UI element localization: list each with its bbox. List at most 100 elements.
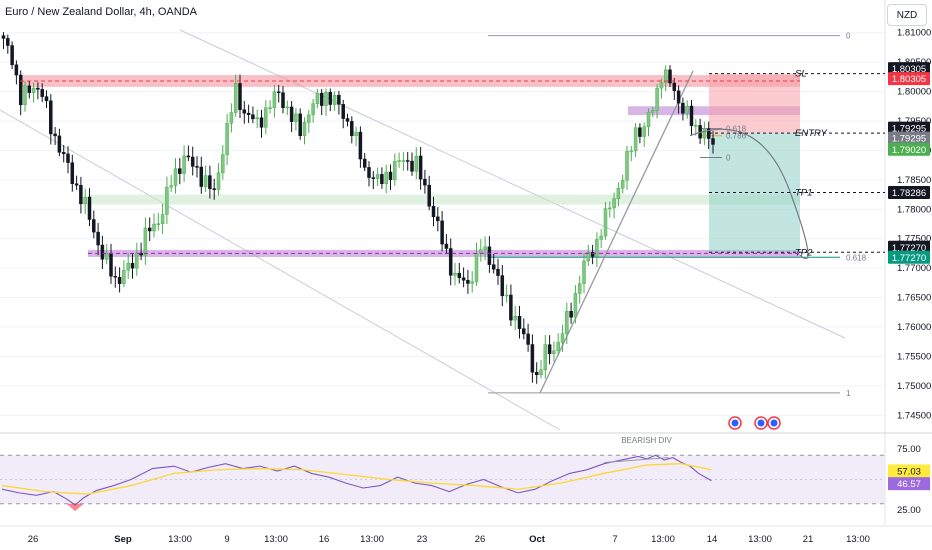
tp1-zone xyxy=(88,194,800,205)
candle xyxy=(539,360,543,379)
candle-body xyxy=(156,223,161,225)
candle xyxy=(14,60,19,85)
candle xyxy=(152,213,156,238)
candle xyxy=(487,236,492,273)
candle xyxy=(444,234,449,255)
candle xyxy=(474,242,479,286)
price-tag-text: 1.78286 xyxy=(892,188,926,199)
candle-body xyxy=(380,174,384,184)
candle xyxy=(259,109,264,138)
candle-body xyxy=(289,106,294,122)
candle-body xyxy=(160,214,165,224)
currency-button[interactable]: NZD xyxy=(887,4,927,26)
price-tag-bg xyxy=(888,250,930,264)
candle xyxy=(92,210,96,239)
candle-body xyxy=(612,198,616,209)
candle-body xyxy=(629,150,634,153)
candle xyxy=(49,94,53,145)
candle xyxy=(208,165,212,199)
candle xyxy=(620,174,625,194)
candle-body xyxy=(444,243,449,249)
candle-body xyxy=(311,103,315,116)
candle-body xyxy=(169,185,173,188)
candle xyxy=(195,156,199,178)
candle-body xyxy=(143,227,148,256)
candle-body xyxy=(117,276,122,284)
event-icon-dot xyxy=(731,419,739,427)
candle xyxy=(147,217,152,242)
candle-body xyxy=(470,281,474,284)
fib-label: 0.786 xyxy=(726,132,747,141)
candle-body xyxy=(681,102,685,114)
x-tick-label: 26 xyxy=(475,534,486,545)
candle xyxy=(341,99,345,129)
divergence-label: BEARISH DIV xyxy=(621,436,672,445)
rsi-value-tag: 46.57 xyxy=(888,477,930,491)
candle xyxy=(448,238,453,286)
candle-body xyxy=(233,83,238,113)
candle xyxy=(504,284,509,303)
candle-body xyxy=(410,160,414,172)
candle-body xyxy=(457,272,462,279)
candle-body xyxy=(560,333,565,343)
x-tick-label: 13:00 xyxy=(168,534,192,545)
candle-body xyxy=(384,171,388,184)
demand-zone xyxy=(88,249,800,257)
candle xyxy=(1,32,6,49)
candle-body xyxy=(590,252,595,257)
candle-body xyxy=(319,92,324,106)
candle-body xyxy=(530,344,535,373)
candle-body xyxy=(646,112,651,127)
candle-body xyxy=(221,154,225,174)
candle xyxy=(212,178,216,200)
event-icon-dot xyxy=(757,419,765,427)
price-tag-bg xyxy=(888,240,930,254)
x-tick-label: 7 xyxy=(612,534,617,545)
candle xyxy=(461,267,466,288)
candle-body xyxy=(27,85,32,93)
candle xyxy=(522,318,526,340)
candle-body xyxy=(104,253,109,260)
candle xyxy=(470,271,474,293)
candle xyxy=(685,100,689,119)
x-tick-label: 9 xyxy=(224,534,229,545)
candle xyxy=(702,121,707,146)
candle-body xyxy=(466,279,470,284)
price-tag-text: 1.77270 xyxy=(892,243,926,254)
candle xyxy=(676,85,681,114)
candle-body xyxy=(208,175,212,189)
candle-body xyxy=(294,113,298,122)
candle-body xyxy=(229,112,234,124)
candle xyxy=(689,99,694,136)
candle xyxy=(358,126,363,168)
rsi-y-tick-label: 25.00 xyxy=(897,505,921,516)
candle xyxy=(61,144,66,163)
candle xyxy=(646,108,651,137)
candle-body xyxy=(642,126,646,137)
candle-body xyxy=(315,92,320,104)
candle xyxy=(560,324,565,352)
candle xyxy=(268,100,272,114)
candle xyxy=(285,100,290,116)
candle xyxy=(711,131,715,154)
candle-body xyxy=(487,246,492,265)
candle-body xyxy=(354,131,358,136)
tp1-level-label: TP1 xyxy=(795,187,812,198)
candle-body xyxy=(182,155,186,174)
candle xyxy=(276,84,281,103)
candle-body xyxy=(625,150,629,181)
candle xyxy=(418,146,423,190)
candle-body xyxy=(173,168,178,186)
candle xyxy=(246,104,251,123)
candle-body xyxy=(49,100,53,135)
price-tag: 1.78286 xyxy=(888,185,930,199)
candle xyxy=(186,145,191,161)
candle-body xyxy=(569,310,573,318)
candle-body xyxy=(246,112,251,115)
price-tag: 1.77270 xyxy=(888,250,930,264)
candle-body xyxy=(147,227,152,232)
candle xyxy=(405,152,410,171)
candle-body xyxy=(676,90,681,104)
candle xyxy=(225,113,229,166)
